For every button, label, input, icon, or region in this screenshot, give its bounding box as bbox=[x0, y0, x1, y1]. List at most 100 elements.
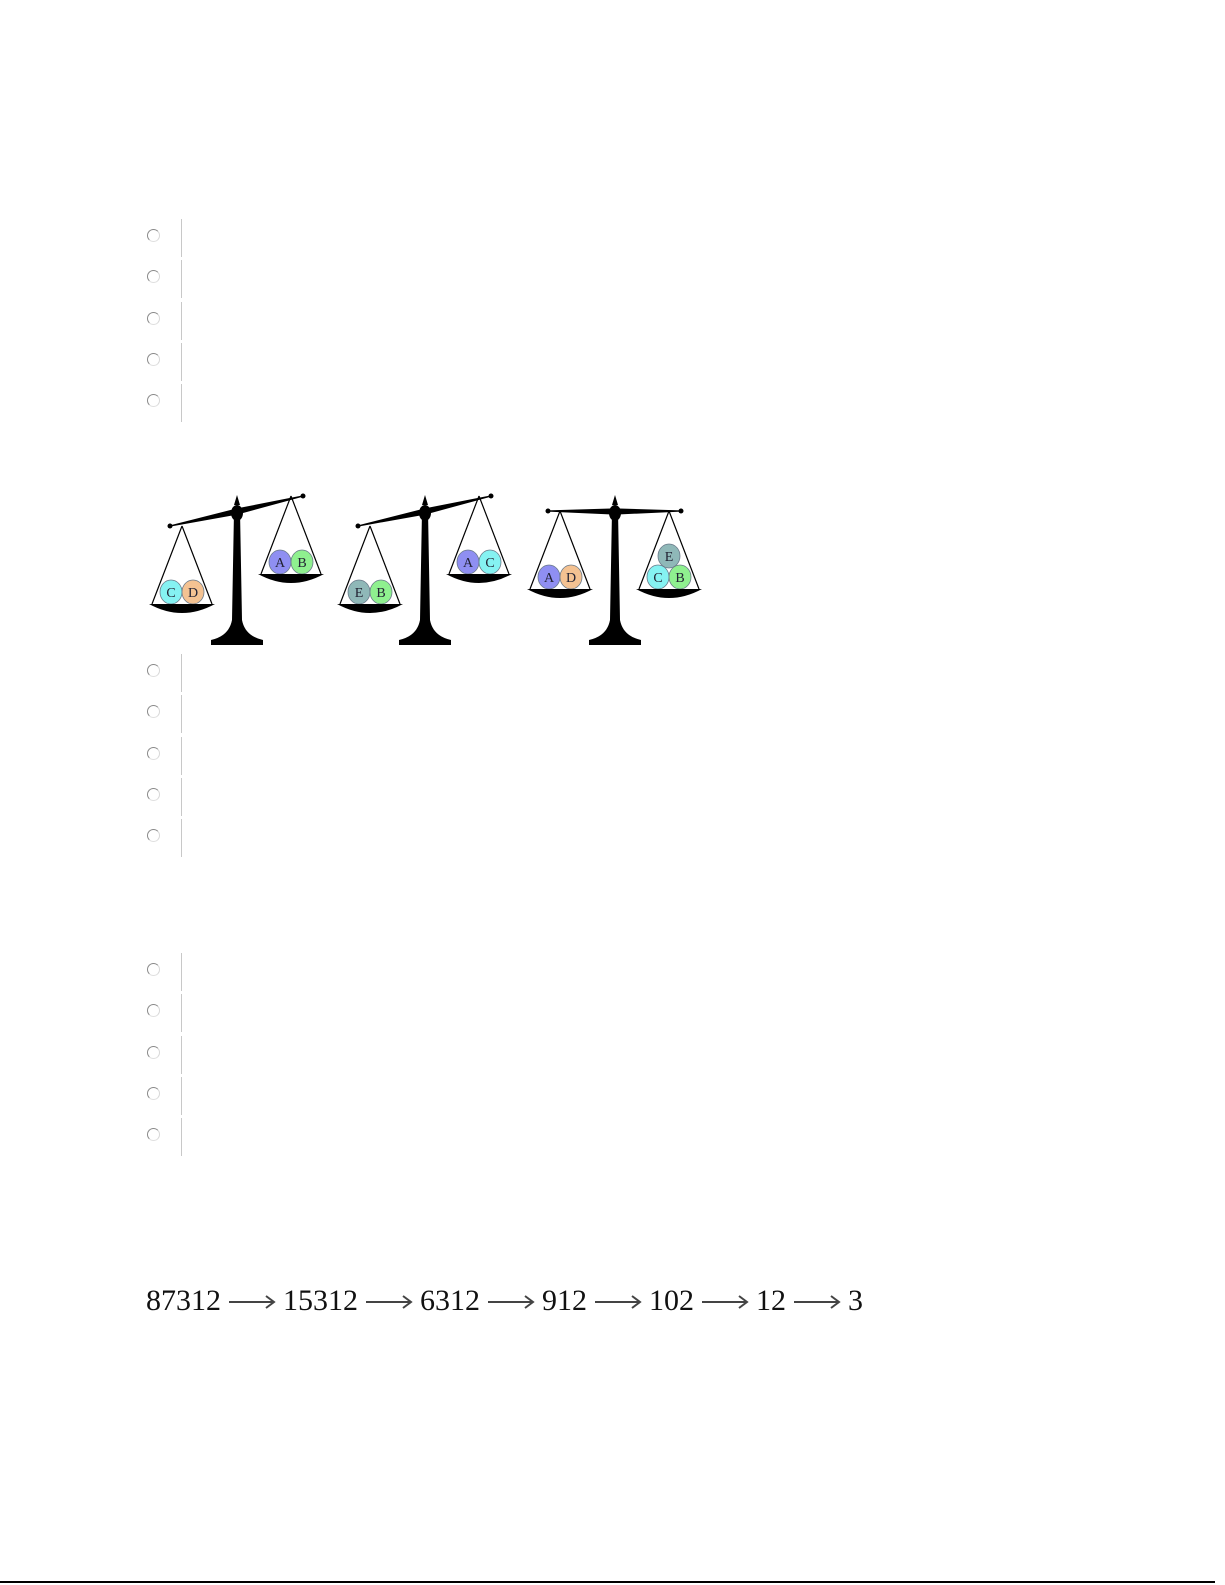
radio-button[interactable] bbox=[147, 787, 160, 801]
pan-string bbox=[290, 495, 322, 575]
option-divider bbox=[181, 736, 182, 775]
weight-label: C bbox=[653, 571, 662, 586]
scale-pan bbox=[446, 574, 512, 583]
pan-string bbox=[478, 495, 510, 575]
arrow-right-icon bbox=[792, 1284, 842, 1318]
scale-finial bbox=[612, 495, 618, 505]
beam-end bbox=[300, 493, 306, 499]
scale-stand bbox=[399, 511, 451, 645]
weight-label: C bbox=[166, 586, 175, 601]
answer-option-q3-4[interactable] bbox=[145, 1076, 205, 1115]
scale-pan bbox=[258, 574, 324, 583]
weight-label: B bbox=[376, 586, 385, 601]
radio-button[interactable] bbox=[147, 746, 160, 760]
sequence-number: 12 bbox=[756, 1284, 786, 1317]
weight-label: A bbox=[544, 571, 555, 586]
answer-option-q2-4[interactable] bbox=[145, 777, 205, 816]
arrow-right-icon bbox=[593, 1284, 643, 1318]
weight-label: C bbox=[485, 556, 494, 571]
answer-option-q2-1[interactable] bbox=[145, 654, 205, 692]
arrow-right-icon bbox=[486, 1284, 536, 1318]
beam-end bbox=[488, 493, 494, 499]
weight-label: D bbox=[566, 571, 576, 586]
pan-string bbox=[369, 525, 401, 605]
answer-option-q2-2[interactable] bbox=[145, 695, 205, 734]
sequence-number: 15312 bbox=[283, 1284, 358, 1317]
radio-button[interactable] bbox=[147, 705, 160, 719]
scale-beam bbox=[547, 508, 682, 515]
answer-option-q1-5[interactable] bbox=[145, 384, 205, 423]
option-divider bbox=[181, 777, 182, 816]
arrow-right-icon bbox=[227, 1284, 277, 1318]
weight-label: E bbox=[665, 550, 674, 565]
radio-button[interactable] bbox=[147, 229, 160, 242]
radio-button[interactable] bbox=[147, 1045, 160, 1059]
arrow-right-icon bbox=[364, 1284, 414, 1318]
option-divider bbox=[181, 1035, 182, 1074]
answer-option-q3-5[interactable] bbox=[145, 1118, 205, 1157]
answer-option-q1-1[interactable] bbox=[145, 219, 205, 257]
pan-string bbox=[529, 510, 561, 590]
weight-label: A bbox=[275, 556, 286, 571]
option-divider bbox=[181, 301, 182, 340]
radio-button[interactable] bbox=[147, 1086, 160, 1100]
arrow-right-icon bbox=[700, 1284, 750, 1318]
scale-stand bbox=[211, 511, 263, 645]
option-divider bbox=[181, 819, 182, 858]
balance-scale-2: E B A C bbox=[337, 493, 512, 645]
pan-string bbox=[448, 495, 480, 575]
sequence-number: 87312 bbox=[146, 1284, 221, 1317]
page-bottom-rule bbox=[0, 1581, 1215, 1583]
option-divider bbox=[181, 1076, 182, 1115]
pan-string bbox=[638, 510, 670, 590]
answer-option-q3-2[interactable] bbox=[145, 994, 205, 1033]
radio-button[interactable] bbox=[147, 664, 160, 677]
balance-scale-3: A D C BE bbox=[527, 495, 702, 645]
option-divider bbox=[181, 953, 182, 991]
radio-button[interactable] bbox=[147, 963, 160, 976]
option-divider bbox=[181, 994, 182, 1033]
radio-button[interactable] bbox=[147, 352, 160, 366]
answer-option-q3-1[interactable] bbox=[145, 953, 205, 991]
scale-pan bbox=[636, 589, 702, 598]
pan-string bbox=[559, 510, 591, 590]
scale-stand bbox=[589, 511, 641, 645]
beam-end bbox=[678, 508, 684, 514]
scale-finial bbox=[234, 495, 240, 505]
pan-string bbox=[260, 495, 292, 575]
weight-label: D bbox=[188, 586, 198, 601]
weight-label: A bbox=[463, 556, 474, 571]
number-sequence: 87312 15312 6312 912 102 12 3 bbox=[146, 1284, 863, 1318]
pan-string bbox=[339, 525, 371, 605]
scale-pan bbox=[527, 589, 593, 598]
radio-button[interactable] bbox=[147, 394, 160, 408]
radio-button[interactable] bbox=[147, 1004, 160, 1018]
scale-finial bbox=[422, 495, 428, 505]
answer-option-q2-5[interactable] bbox=[145, 819, 205, 858]
option-divider bbox=[181, 260, 182, 299]
answer-option-q1-3[interactable] bbox=[145, 301, 205, 340]
radio-button[interactable] bbox=[147, 270, 160, 284]
sequence-number: 102 bbox=[649, 1284, 694, 1317]
beam-end bbox=[355, 523, 361, 529]
option-divider bbox=[181, 384, 182, 423]
radio-button[interactable] bbox=[147, 829, 160, 843]
radio-button[interactable] bbox=[147, 1128, 160, 1142]
weight-label: E bbox=[355, 586, 364, 601]
weight-ball-E bbox=[657, 543, 681, 569]
pan-string bbox=[181, 525, 213, 605]
option-divider bbox=[181, 654, 182, 692]
scale-pan bbox=[337, 604, 403, 613]
sequence-number: 3 bbox=[848, 1284, 863, 1317]
answer-option-q1-2[interactable] bbox=[145, 260, 205, 299]
radio-button[interactable] bbox=[147, 311, 160, 325]
option-divider bbox=[181, 342, 182, 381]
option-divider bbox=[181, 1118, 182, 1157]
answer-option-q2-3[interactable] bbox=[145, 736, 205, 775]
weight-label: B bbox=[675, 571, 684, 586]
answer-option-q1-4[interactable] bbox=[145, 342, 205, 381]
scale-pan bbox=[149, 604, 215, 613]
answer-option-q3-3[interactable] bbox=[145, 1035, 205, 1074]
balance-scale-1: C D A B bbox=[149, 493, 324, 645]
balance-scales-figure: C DA BE BA CA D C BE bbox=[149, 493, 702, 645]
